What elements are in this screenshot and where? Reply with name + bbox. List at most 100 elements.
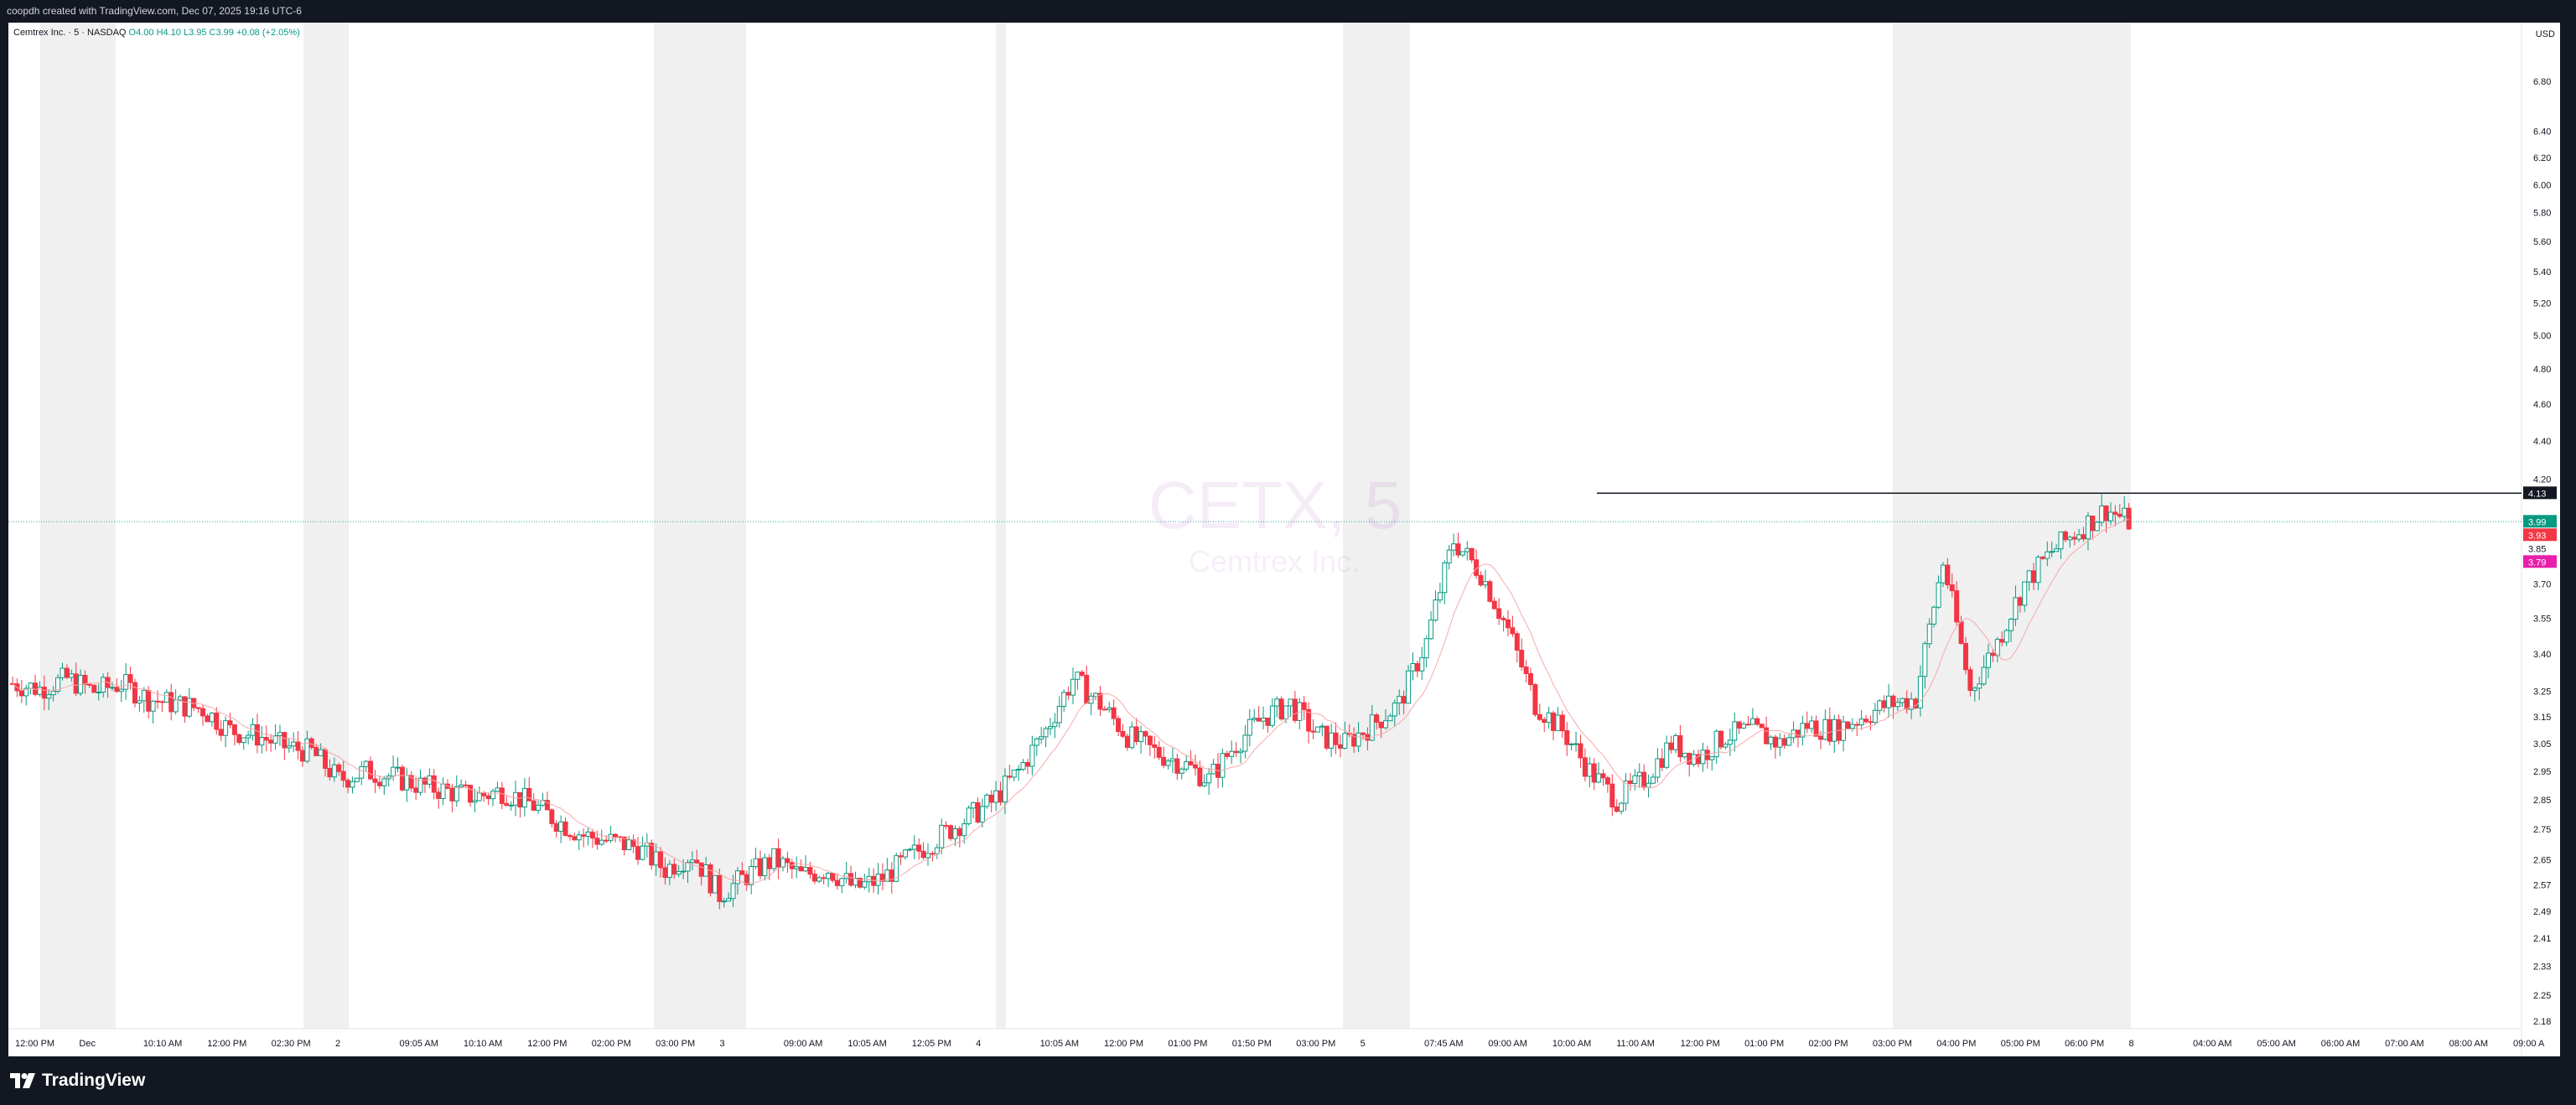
candle-body [209,713,215,723]
candle-body [1668,742,1674,750]
candle-body [1482,581,1488,586]
candle-body [123,674,129,690]
candle-body [993,790,999,803]
candle-body [1745,724,1751,726]
candle-body [726,898,732,902]
candle-body [1999,639,2005,643]
x-tick-label: 12:05 PM [912,1039,951,1049]
candle-body [1274,698,1280,707]
candle-body [1152,744,1158,748]
candle-body [676,871,682,875]
candle-body [1514,633,1520,651]
candle-body [1627,781,1633,784]
candle-body [299,750,305,762]
candle-body [581,834,587,837]
y-tick-label: 4.60 [2533,400,2551,410]
candle-body [1931,606,1937,625]
candle-body [2122,507,2128,517]
candle-body [2003,630,2009,643]
candle-body [1945,564,1951,586]
price-label-text: 3.85 [2528,544,2546,554]
candle-body [231,724,237,735]
candle-body [562,821,568,836]
candle-body [1672,734,1678,750]
candle-body [2117,513,2122,517]
candle-body [1459,551,1465,556]
candle-body [513,791,519,806]
candle-body [1165,760,1171,766]
candle-body [1886,695,1892,708]
candle-body [871,875,877,886]
candle-body [404,775,410,791]
candle-body [413,787,419,793]
candle-body [2062,531,2068,541]
candle-body [1872,709,1878,723]
candle-body [277,732,282,736]
candle-body [141,690,147,702]
candle-body [350,781,355,788]
candle-body [1278,698,1284,720]
candle-body [1641,771,1647,788]
candle-body [1542,719,1547,724]
candle-body [214,713,220,730]
x-tick-label: 12:00 PM [527,1039,567,1049]
candle-body [1065,692,1071,696]
candle-body [771,848,777,869]
candle-body [2017,597,2023,606]
candle-body [830,872,836,881]
candle-body [717,874,723,902]
x-tick-label: 12:00 PM [1681,1039,1720,1049]
candle-body [1551,712,1557,731]
candle-body [1252,718,1257,720]
candle-body [1437,592,1443,601]
candle-body [318,749,324,756]
candle-body [1369,714,1375,741]
candle-body [862,881,868,888]
candle-body [1990,652,1996,656]
candle-body [241,737,246,744]
candle-body [934,847,940,854]
tradingview-logo[interactable]: TradingView [10,1069,145,1092]
candle-body [1039,736,1044,739]
x-tick-label: 01:50 PM [1232,1039,1272,1049]
candle-body [775,848,781,868]
y-tick-label: 3.05 [2533,739,2551,750]
candle-body [422,777,428,785]
candle-body [1116,718,1122,733]
candle-body [259,737,265,746]
candle-body [254,724,260,746]
price-chart[interactable]: 6.80 6.40 6.20 6.00 5.80 5.60 5.40 5.20 5.00 4.80… [8,23,2560,1056]
candle-body [753,858,759,868]
candle-body [1636,771,1642,776]
candle-body [327,767,333,778]
candle-body [2081,534,2086,540]
candle-body [1854,724,1860,726]
y-tick-label: 2.57 [2533,881,2551,891]
candle-body [2090,515,2096,532]
candle-body [1917,676,1923,708]
candle-body [368,760,374,780]
candle-body [1324,725,1329,749]
candle-body [1201,782,1207,786]
candle-body [1360,732,1366,735]
candle-body [1120,731,1126,737]
candle-body [308,738,314,749]
candle-body [23,687,29,697]
candle-body [1986,652,1992,668]
candle-body [531,800,536,811]
candle-body [662,867,668,879]
candle-body [1455,543,1461,556]
candle-body [1392,703,1397,717]
candle-body [272,734,278,744]
candle-body [1600,773,1606,779]
candle-body [1397,696,1402,704]
candle-body [572,836,578,841]
x-tick-label: 03:00 PM [656,1039,695,1049]
candle-body [1446,549,1452,563]
candle-body [821,877,827,879]
candle-body [979,806,985,823]
candle-body [635,846,641,860]
chart-frame[interactable]: 6.80 6.40 6.20 6.00 5.80 5.60 5.40 5.20 5.00 4.80… [8,23,2560,1056]
y-tick-label: 6.00 [2533,180,2551,190]
candle-body [925,853,931,859]
